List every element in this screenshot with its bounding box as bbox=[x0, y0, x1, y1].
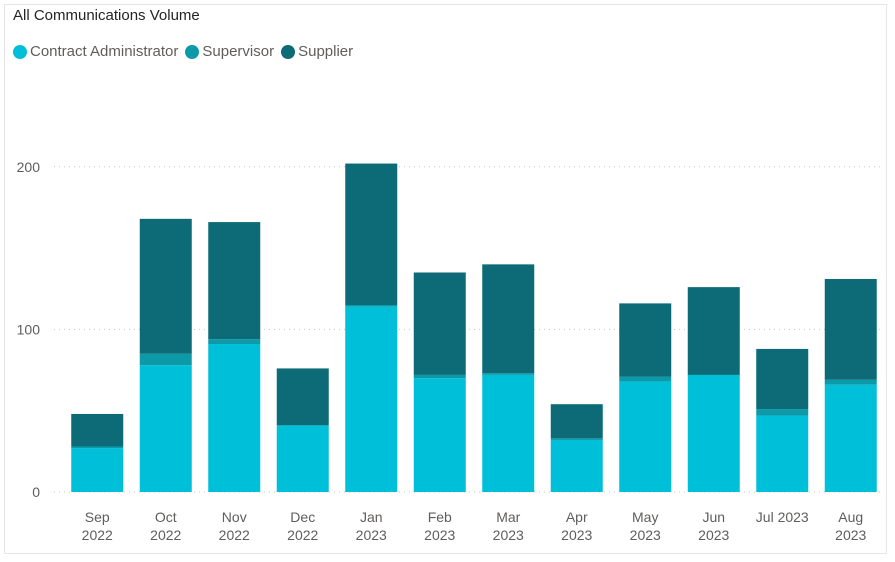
legend-swatch-supplier bbox=[281, 44, 296, 59]
x-tick-label: 2023 bbox=[561, 527, 592, 543]
y-tick-label: 100 bbox=[17, 321, 41, 337]
bar-supervisor[interactable] bbox=[139, 353, 192, 366]
bar-supervisor[interactable] bbox=[756, 409, 809, 416]
bar-supplier[interactable] bbox=[687, 287, 740, 375]
x-tick-label: Jan bbox=[360, 509, 383, 525]
legend-label-contract-administrator: Contract Administrator bbox=[30, 43, 179, 60]
legend-label-supervisor: Supervisor bbox=[202, 43, 275, 60]
y-tick-label: 0 bbox=[32, 484, 40, 500]
bar-supplier[interactable] bbox=[619, 303, 672, 377]
bar-supervisor[interactable] bbox=[71, 446, 124, 449]
y-tick-label: 200 bbox=[17, 159, 41, 175]
x-tick-label: Jun bbox=[702, 509, 725, 525]
bar-supplier[interactable] bbox=[71, 413, 124, 447]
legend-swatch-contract-administrator bbox=[13, 44, 27, 59]
bar-supplier[interactable] bbox=[413, 272, 466, 375]
bar-contract-administrator[interactable] bbox=[756, 415, 809, 492]
x-tick-label: 2023 bbox=[424, 527, 455, 543]
legend-swatch-supervisor bbox=[185, 44, 200, 59]
x-tick-label: Sep bbox=[85, 509, 110, 525]
bar-contract-administrator[interactable] bbox=[482, 374, 535, 492]
legend: Contract Administrator Supervisor Suppli… bbox=[13, 43, 360, 60]
bar-contract-administrator[interactable] bbox=[71, 448, 124, 492]
bar-supervisor[interactable] bbox=[824, 379, 877, 385]
bar-contract-administrator[interactable] bbox=[139, 365, 192, 492]
bar-supplier[interactable] bbox=[208, 222, 261, 340]
bar-supplier[interactable] bbox=[345, 163, 398, 306]
bar-supplier[interactable] bbox=[139, 218, 192, 354]
bar-supervisor[interactable] bbox=[619, 376, 672, 382]
x-tick-label: May bbox=[632, 509, 658, 525]
chart-title: All Communications Volume bbox=[13, 7, 200, 24]
x-tick-label: Apr bbox=[566, 509, 588, 525]
x-tick-label: Dec bbox=[290, 509, 315, 525]
bar-supervisor[interactable] bbox=[413, 374, 466, 379]
x-tick-label: 2023 bbox=[493, 527, 524, 543]
x-tick-label: 2023 bbox=[698, 527, 729, 543]
x-tick-label: 2023 bbox=[356, 527, 387, 543]
bar-supplier[interactable] bbox=[482, 264, 535, 374]
bar-supervisor[interactable] bbox=[208, 339, 261, 345]
x-tick-label: 2022 bbox=[82, 527, 113, 543]
bar-contract-administrator[interactable] bbox=[413, 378, 466, 492]
legend-item-supervisor[interactable]: Supervisor bbox=[185, 43, 274, 60]
bar-supplier[interactable] bbox=[550, 404, 603, 439]
bar-contract-administrator[interactable] bbox=[345, 306, 398, 492]
x-tick-label: Jul 2023 bbox=[756, 509, 809, 525]
bar-contract-administrator[interactable] bbox=[208, 344, 261, 492]
legend-item-supplier[interactable]: Supplier bbox=[281, 43, 353, 60]
bar-supervisor[interactable] bbox=[482, 373, 535, 375]
bar-supervisor[interactable] bbox=[345, 305, 398, 307]
bar-supervisor[interactable] bbox=[550, 438, 603, 440]
x-tick-label: 2022 bbox=[219, 527, 250, 543]
x-tick-label: Oct bbox=[155, 509, 177, 525]
x-tick-label: Nov bbox=[222, 509, 247, 525]
bar-contract-administrator[interactable] bbox=[687, 374, 740, 492]
bar-contract-administrator[interactable] bbox=[276, 425, 329, 492]
legend-item-contract-administrator[interactable]: Contract Administrator bbox=[13, 43, 178, 60]
x-tick-label: 2022 bbox=[150, 527, 181, 543]
bar-supplier[interactable] bbox=[756, 348, 809, 410]
bar-supplier[interactable] bbox=[276, 368, 329, 426]
bar-supplier[interactable] bbox=[824, 278, 877, 380]
x-tick-label: Mar bbox=[496, 509, 520, 525]
x-tick-label: 2022 bbox=[287, 527, 318, 543]
legend-label-supplier: Supplier bbox=[298, 43, 354, 60]
x-tick-label: 2023 bbox=[835, 527, 866, 543]
x-tick-label: 2023 bbox=[630, 527, 661, 543]
bar-contract-administrator[interactable] bbox=[619, 381, 672, 492]
x-tick-label: Aug bbox=[838, 509, 863, 525]
bar-contract-administrator[interactable] bbox=[824, 384, 877, 492]
bar-contract-administrator[interactable] bbox=[550, 439, 603, 492]
x-tick-label: Feb bbox=[428, 509, 452, 525]
